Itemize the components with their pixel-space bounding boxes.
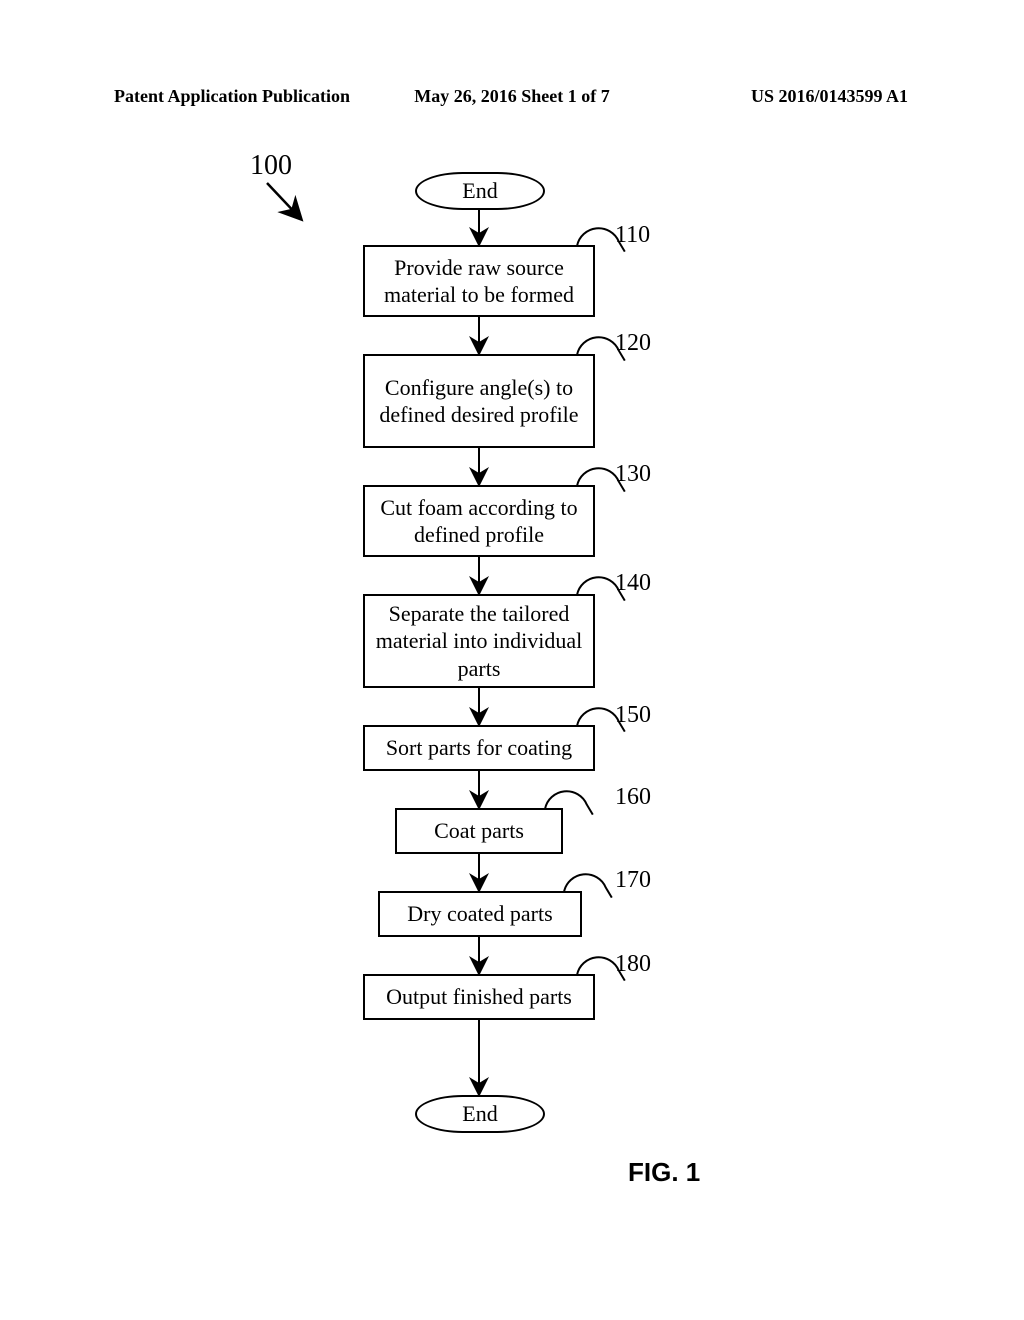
ref-label-150: 150 <box>615 702 651 729</box>
flowchart-step-180: Output finished parts <box>363 974 595 1020</box>
flowchart-step-140: Separate the tailored material into indi… <box>363 594 595 688</box>
flowchart-step-170: Dry coated parts <box>378 891 582 937</box>
step-170-text: Dry coated parts <box>407 900 552 928</box>
step-140-text: Separate the tailored material into indi… <box>371 600 587 683</box>
step-150-text: Sort parts for coating <box>386 734 572 762</box>
diagram-reference-label: 100 <box>250 150 292 182</box>
ref-label-140: 140 <box>615 570 651 597</box>
terminator-end-text: End <box>462 1101 497 1127</box>
ref-label-170: 170 <box>615 867 651 894</box>
flowchart-step-120: Configure angle(s) to defined desired pr… <box>363 354 595 448</box>
step-110-text: Provide raw source material to be formed <box>371 254 587 309</box>
step-130-text: Cut foam according to defined profile <box>371 494 587 549</box>
flowchart-step-150: Sort parts for coating <box>363 725 595 771</box>
flowchart-step-160: Coat parts <box>395 808 563 854</box>
ref-label-120: 120 <box>615 330 651 357</box>
flowchart-terminator-start: End <box>415 172 545 210</box>
flowchart-step-110: Provide raw source material to be formed <box>363 245 595 317</box>
ref-label-110: 110 <box>615 222 650 249</box>
figure-label: FIG. 1 <box>628 1157 700 1188</box>
step-180-text: Output finished parts <box>386 983 572 1011</box>
ref-label-130: 130 <box>615 461 651 488</box>
step-120-text: Configure angle(s) to defined desired pr… <box>371 374 587 429</box>
ref-label-160: 160 <box>615 784 651 811</box>
ref-label-180: 180 <box>615 951 651 978</box>
header-right: US 2016/0143599 A1 <box>751 86 908 107</box>
terminator-start-text: End <box>462 178 497 204</box>
flowchart-terminator-end: End <box>415 1095 545 1133</box>
flowchart-step-130: Cut foam according to defined profile <box>363 485 595 557</box>
patent-page: Patent Application Publication May 26, 2… <box>0 0 1024 1320</box>
step-160-text: Coat parts <box>434 817 524 845</box>
